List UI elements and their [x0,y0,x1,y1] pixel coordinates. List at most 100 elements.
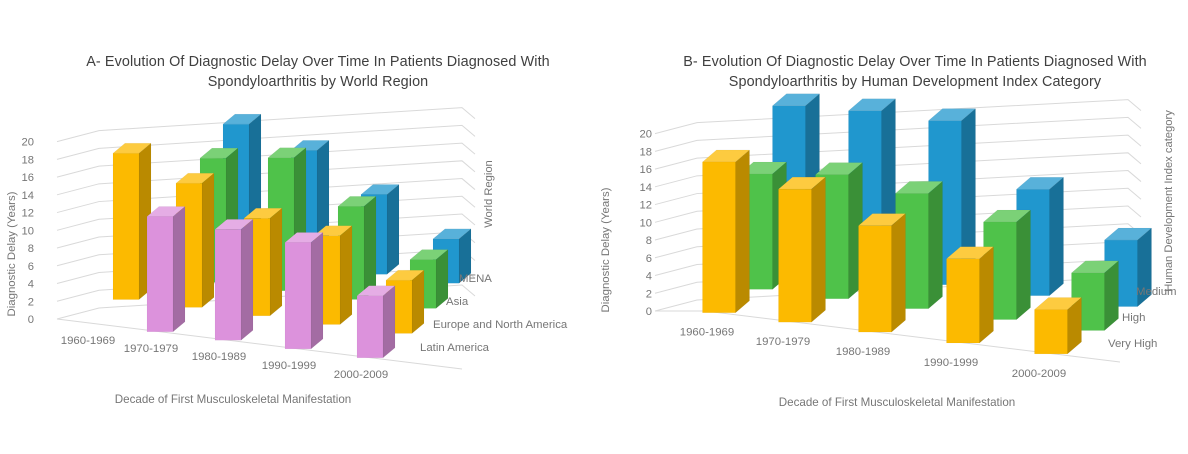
ytick-label-20: 20 [22,137,34,149]
ytick-label-10: 10 [22,225,34,237]
chart-panel-b: 0 2 4 6 8 10 12 14 16 18 20 1960-1969 1970-1979 1980-… [600,54,1177,409]
ytick-label-2: 2 [646,288,652,300]
bar-very-high-2000-2009 [1033,297,1083,355]
bar-front-face [702,161,736,313]
chart-title: B- Evolution Of Diagnostic Delay Over Ti… [683,54,1147,90]
bar-side-face [411,269,425,334]
ytick-label-6: 6 [28,261,34,273]
x-axis-title: Decade of First Musculoskeletal Manifest… [779,396,1016,409]
bar-medium-2000-2009 [1103,227,1153,308]
bar-side-face [201,172,215,308]
y-axis-title: Diagnostic Delay (Years) [600,187,612,312]
category-label-1980-1989: 1980-1989 [836,346,890,358]
bar-side-face [1016,209,1031,321]
bar-front-face [214,229,242,341]
value-axis-labels: 0 2 4 6 8 10 12 14 16 18 20 [640,129,652,318]
category-axis-labels: 1960-1969 1970-1979 1980-1989 1990-1999 2000… [61,335,388,381]
chart-title-line-1: A- Evolution Of Diagnostic Delay Over Ti… [86,54,550,70]
ytick-label-20: 20 [640,129,652,141]
bar-very-high-1980-1989 [857,213,907,333]
series-label-latin-america: Latin America [420,342,490,354]
bar-europe-and-north-america-1960-1969 [112,142,152,301]
category-axis-labels: 1960-1969 1970-1979 1980-1989 1990-1999 2000… [680,327,1066,380]
bar-latin-america-2000-2009 [356,285,396,359]
bar-front-face [858,225,892,333]
category-label-1980-1989: 1980-1989 [192,351,246,363]
bar-side-face [1104,260,1119,332]
series-label-asia: Asia [446,296,469,308]
series-labels: Latin America Europe and North America Asi… [420,273,568,354]
ytick-label-18: 18 [640,146,652,158]
chart-title-line-2: Spondyloarthritis by Human Development I… [729,74,1102,90]
ytick-label-8: 8 [646,235,652,247]
chart-title-line-2: Spondyloarthritis by World Region [208,74,429,90]
bar-side-face [363,195,377,300]
series-label-high: High [1122,312,1145,324]
ytick-label-14: 14 [22,190,34,202]
gridline-y18 [56,124,476,160]
series-label-europe-and-north-america: Europe and North America [433,319,568,331]
bar-very-high-1990-1999 [945,246,995,344]
bars [112,113,472,359]
series-label-medium: Medium [1136,286,1177,298]
gridline-y16 [654,134,1142,170]
bar-latin-america-1980-1989 [214,218,254,341]
bar-very-high-1970-1979 [777,176,827,323]
bar-front-face [778,188,812,323]
ytick-label-18: 18 [22,154,34,166]
category-axis-line [56,318,463,370]
ytick-label-10: 10 [640,217,652,229]
ytick-label-4: 4 [646,271,652,283]
value-axis-labels: 0 2 4 6 8 10 12 14 16 18 20 [22,137,34,326]
category-label-1970-1979: 1970-1979 [124,343,178,355]
bar-latin-america-1970-1979 [146,205,186,333]
ytick-label-0: 0 [28,314,34,326]
ytick-label-8: 8 [28,243,34,255]
bar-side-face [310,231,324,350]
ytick-label-16: 16 [22,172,34,184]
ytick-label-4: 4 [28,279,34,291]
bar-side-face [735,149,750,314]
category-label-1960-1969: 1960-1969 [61,335,115,347]
series-labels: Very High High Medium [1108,286,1177,350]
bar-side-face [269,207,283,317]
ytick-label-14: 14 [640,182,652,194]
bar-side-face [172,205,186,333]
ytick-label-12: 12 [640,200,652,212]
chart-title-line-1: B- Evolution Of Diagnostic Delay Over Ti… [683,54,1147,70]
bar-front-face [284,242,312,350]
ytick-label-6: 6 [646,253,652,265]
bar-side-face [891,213,906,333]
bar-side-face [1049,176,1064,297]
series-label-mena: MENA [459,273,492,285]
x-axis-title: Decade of First Musculoskeletal Manifest… [115,393,352,406]
bar-latin-america-1990-1999 [284,231,324,350]
category-label-1990-1999: 1990-1999 [262,360,316,372]
chart-panel-a: 0 2 4 6 8 10 12 14 16 18 20 1960-1969 1970-1979 1980-… [6,54,568,406]
ytick-label-16: 16 [640,164,652,176]
category-label-1960-1969: 1960-1969 [680,327,734,339]
gridline-y20 [654,99,1142,135]
bar-front-face [112,152,140,300]
bar-front-face [146,216,174,333]
category-label-2000-2009: 2000-2009 [1012,368,1066,380]
depth-axis-title: Human Development Index category [1163,110,1175,292]
bar-front-face [356,295,384,359]
bar-front-face [1034,309,1068,355]
ytick-label-0: 0 [646,306,652,318]
category-label-1990-1999: 1990-1999 [924,357,978,369]
bar-side-face [382,285,396,359]
chart-title: A- Evolution Of Diagnostic Delay Over Ti… [86,54,550,90]
bar-europe-and-north-america-1980-1989 [243,207,283,317]
bar-side-face [339,225,353,326]
series-label-very-high: Very High [1108,338,1157,350]
bar-very-high-1960-1969 [701,149,751,314]
bar-side-face [240,218,254,341]
bar-side-face [386,183,400,275]
bar-side-face [811,176,826,323]
ytick-label-2: 2 [28,296,34,308]
bar-side-face [979,246,994,344]
category-label-1970-1979: 1970-1979 [756,336,810,348]
